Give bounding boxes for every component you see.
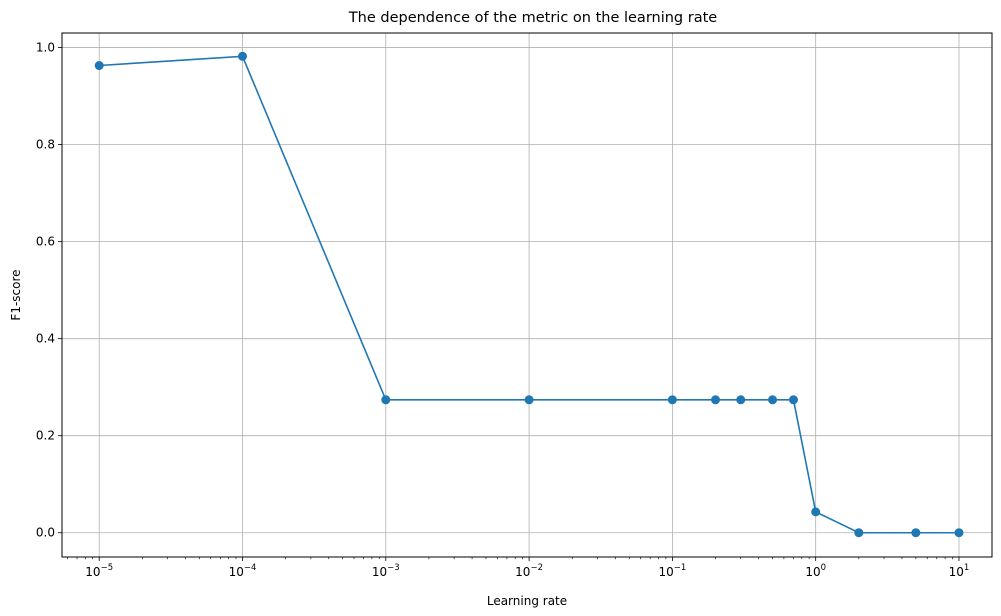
x-tick-label: 10−4 bbox=[229, 563, 257, 579]
x-tick-label: 10−3 bbox=[372, 563, 400, 579]
data-point bbox=[238, 51, 248, 61]
chart-title: The dependence of the metric on the lear… bbox=[348, 10, 717, 26]
y-tick-label: 0.6 bbox=[36, 235, 55, 249]
x-tick-label: 10−2 bbox=[515, 563, 543, 579]
x-axis-label: Learning rate bbox=[487, 594, 567, 608]
x-tick-label: 100 bbox=[805, 563, 826, 579]
data-point bbox=[911, 528, 921, 538]
data-point bbox=[788, 395, 798, 405]
data-point bbox=[811, 507, 821, 517]
data-point bbox=[94, 61, 104, 71]
data-point bbox=[954, 528, 964, 538]
data-point bbox=[667, 395, 677, 405]
series-markers bbox=[94, 51, 964, 538]
x-tick-label: 10−1 bbox=[658, 563, 686, 579]
data-point bbox=[854, 528, 864, 538]
y-tick-label: 0.4 bbox=[36, 332, 55, 346]
data-point bbox=[736, 395, 746, 405]
y-tick-label: 0.0 bbox=[36, 526, 55, 540]
data-point bbox=[768, 395, 778, 405]
x-axis-ticks: 10−5 10−4 10−3 10−2 10−1 100 101 bbox=[85, 557, 969, 579]
data-point bbox=[381, 395, 391, 405]
data-point bbox=[524, 395, 534, 405]
x-tick-label: 10−5 bbox=[85, 563, 113, 579]
grid-lines bbox=[62, 33, 992, 557]
x-tick-label: 101 bbox=[949, 563, 970, 579]
y-tick-label: 0.2 bbox=[36, 429, 55, 443]
y-axis-label: F1-score bbox=[9, 269, 23, 320]
data-point bbox=[711, 395, 721, 405]
y-axis-ticks: 0.0 0.2 0.4 0.6 0.8 1.0 bbox=[36, 41, 62, 540]
plot-frame bbox=[61, 32, 993, 558]
y-tick-label: 0.8 bbox=[36, 138, 55, 152]
y-tick-label: 1.0 bbox=[36, 41, 55, 55]
